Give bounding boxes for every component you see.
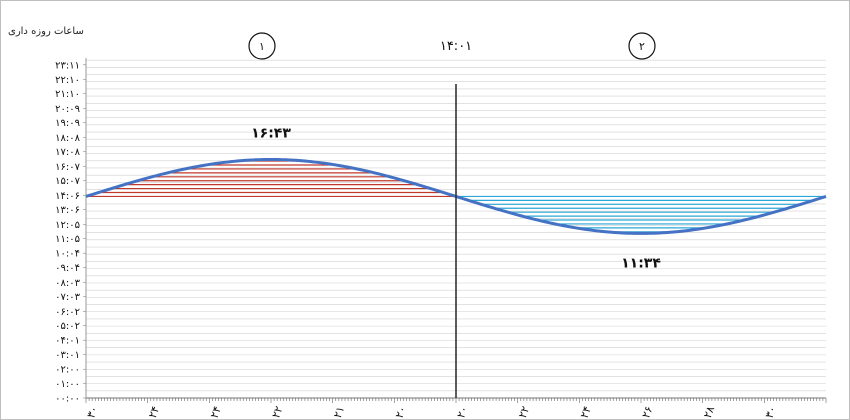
y-tick-label: ۰۴:۰۱ [55,336,80,347]
y-tick-label: ۱۱:۰۵ [55,234,80,245]
y-tick-label: ۱۵:۰۷ [55,176,80,187]
center-label: ۱۴:۰۱ [440,39,472,54]
y-tick-label: ۱۲:۰۵ [55,220,80,231]
x-tick-label: ۲۰ [454,404,470,420]
y-tick-label: ۱۹:۰۹ [55,118,80,129]
y-tick-label: ۱۰:۰۴ [55,249,80,260]
x-tick-label: ۲۴ [146,404,162,420]
y-tick-label: ۱۳:۰۶ [55,205,80,216]
y-tick-label: ۰۶:۰۲ [55,307,80,318]
y-tick-label: ۲۱:۱۰ [55,89,80,100]
x-tick-label: ۳۰ [763,404,779,420]
x-tick-label: ۲۱ [331,404,347,420]
y-tick-label: ۲۲:۱۰ [55,75,80,86]
y-tick-label: ۰۸:۰۳ [55,278,80,289]
region-2-marker: ۲ [639,40,645,53]
y-tick-label: ۰۱:۰۰ [55,379,80,390]
y-axis-title: ساعات روزه داری [8,26,84,37]
y-tick-label: ۰۲:۰۰ [55,365,80,376]
y-tick-label: ۱۶:۰۷ [55,162,80,173]
y-tick-label: ۰۳:۰۱ [55,350,80,361]
y-tick-label: ۲۰:۰۹ [55,104,80,115]
x-tick-label: ۲۲ [269,404,285,420]
x-tick-label: ۲۸ [701,404,717,420]
x-tick-label: ۲۴ [208,404,224,420]
shaded-regions [86,160,826,233]
region-1-marker: ۱ [259,40,265,53]
y-tick-label: ۰۰:۰۰ [55,394,80,405]
x-tick-label: ۲۲ [516,404,532,420]
x-tick-label: ۲۰ [393,404,409,420]
y-tick-label: ۰۹:۰۴ [55,263,80,274]
y-tick-label: ۲۳:۱۱ [55,60,80,71]
y-tick-label: ۱۸:۰۸ [55,133,80,144]
x-tick-label: ۳۰ [84,404,100,420]
x-tick-label: ۲۶ [639,404,655,420]
region-2-marker-circle [628,32,656,60]
trough-label: ۱۱:۳۴ [621,255,661,271]
peak-label: ۱۶:۴۳ [251,125,291,141]
region-1-marker-circle [248,32,276,60]
y-tick-label: ۰۷:۰۳ [55,292,80,303]
y-tick-label: ۱۷:۰۸ [55,147,80,158]
x-tick-label: ۲۴ [578,404,594,420]
y-tick-label: ۱۴:۰۶ [55,191,80,202]
y-tick-label: ۰۵:۰۲ [55,321,80,332]
